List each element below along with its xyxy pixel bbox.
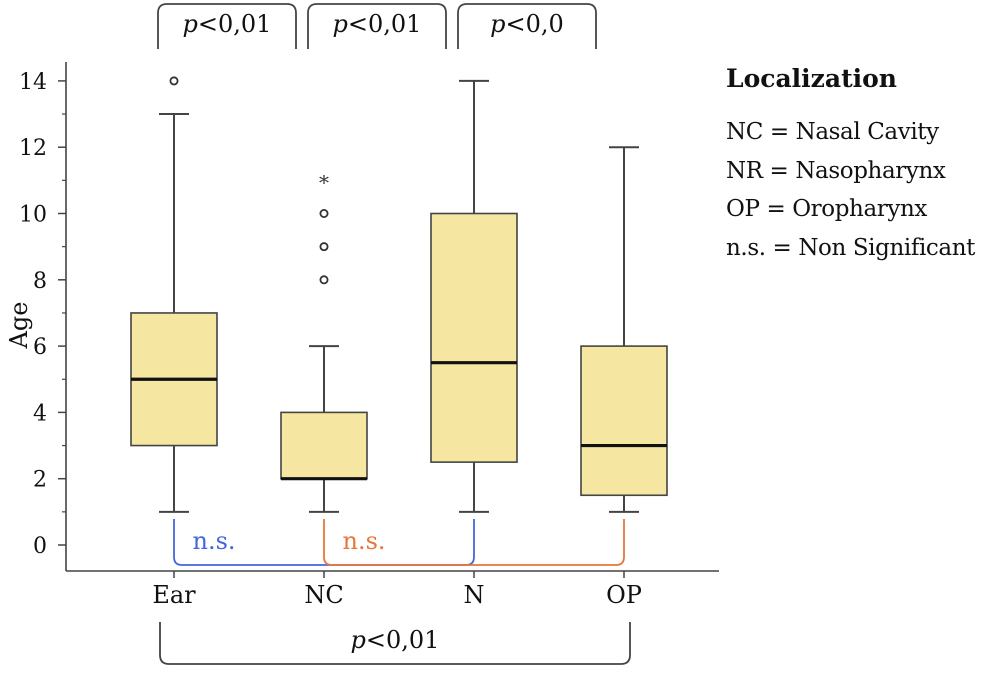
outlier-point bbox=[169, 76, 179, 86]
p-value-label: p<0,01 bbox=[183, 10, 272, 38]
box-nc: * bbox=[280, 170, 368, 513]
x-tick-label: OP bbox=[606, 581, 642, 609]
y-tick-label: 2 bbox=[33, 468, 47, 493]
inner-significance-brackets: n.s. n.s. bbox=[173, 519, 625, 566]
p-value-label: p<0,01 bbox=[351, 626, 440, 654]
legend-item: NC = Nasal Cavity bbox=[726, 119, 939, 145]
y-tick-label: 4 bbox=[33, 401, 47, 426]
y-tick-label: 6 bbox=[33, 335, 47, 360]
top-significance-brackets: p<0,01 p<0,01 p<0,0 bbox=[157, 3, 597, 49]
outlier-star: * bbox=[319, 170, 329, 194]
p-bracket-bottom bbox=[159, 622, 631, 665]
outlier-point bbox=[319, 242, 329, 252]
box-op bbox=[580, 146, 668, 513]
y-tick-label: 12 bbox=[19, 136, 47, 161]
box-n bbox=[430, 79, 518, 513]
y-tick-label: 8 bbox=[33, 269, 47, 294]
bottom-significance-bracket: p<0,01 bbox=[159, 622, 631, 665]
legend-item: OP = Oropharynx bbox=[726, 196, 927, 222]
outlier-point bbox=[319, 275, 329, 285]
y-axis-label: Age bbox=[5, 302, 33, 350]
x-ticks: Ear NC N OP bbox=[152, 571, 642, 609]
iqr-box bbox=[430, 212, 518, 463]
p-bracket-top bbox=[157, 3, 297, 49]
legend: Localization NC = Nasal Cavity NR = Naso… bbox=[726, 64, 1000, 267]
y-ticks: 0 2 4 6 8 10 12 14 bbox=[19, 70, 66, 559]
legend-title: Localization bbox=[726, 64, 897, 93]
boxes: * bbox=[130, 76, 668, 513]
p-value-label: p<0,01 bbox=[333, 10, 422, 38]
outlier-point bbox=[319, 208, 329, 218]
p-bracket-top bbox=[457, 3, 597, 49]
ns-label: n.s. bbox=[192, 527, 235, 555]
x-tick-label: N bbox=[464, 581, 485, 609]
p-value-label: p<0,0 bbox=[490, 10, 564, 38]
p-bracket-top bbox=[307, 3, 447, 49]
box-ear bbox=[130, 76, 218, 513]
ns-bracket bbox=[173, 519, 475, 566]
legend-item: NR = Nasopharynx bbox=[726, 157, 946, 184]
y-tick-label: 10 bbox=[19, 203, 47, 228]
ns-label: n.s. bbox=[342, 527, 385, 555]
legend-item: n.s. = Non Significant bbox=[726, 234, 975, 261]
axes: Age bbox=[5, 62, 719, 572]
ns-bracket bbox=[323, 519, 625, 566]
x-tick-label: Ear bbox=[152, 581, 196, 609]
y-tick-label: 0 bbox=[33, 534, 47, 559]
x-tick-label: NC bbox=[304, 581, 343, 609]
y-tick-label: 14 bbox=[19, 70, 47, 95]
iqr-box bbox=[280, 411, 368, 480]
iqr-box bbox=[580, 345, 668, 497]
